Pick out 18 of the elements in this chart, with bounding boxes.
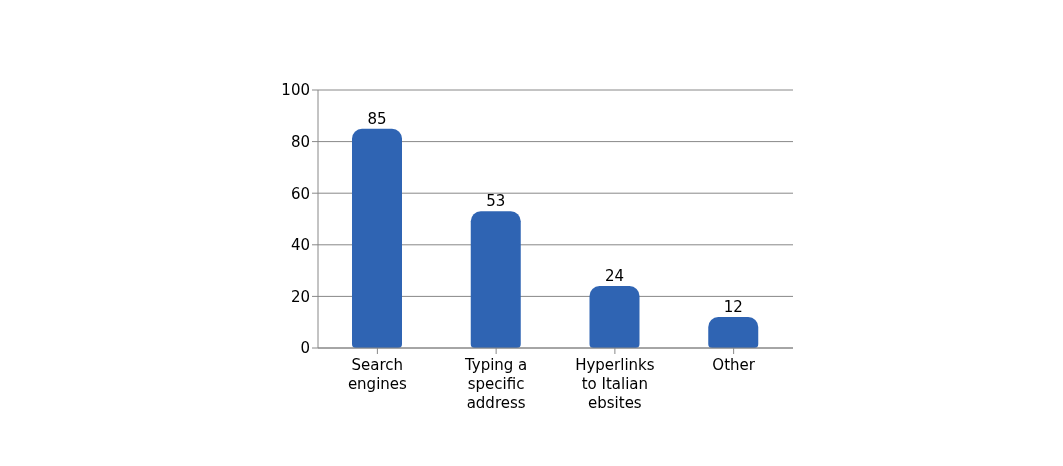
y-tick-label: 20: [290, 287, 310, 306]
data-label: 24: [604, 267, 625, 286]
bar: [589, 286, 640, 348]
bar: [708, 317, 759, 348]
y-tick-label: 0: [300, 339, 310, 358]
x-tick-label: Search engines: [347, 356, 408, 393]
y-tick-label: 100: [281, 81, 310, 100]
bar: [470, 211, 521, 348]
data-label: 12: [723, 298, 743, 317]
x-tick-label: Typing a specific address: [463, 356, 528, 412]
data-label: 53: [486, 192, 506, 211]
x-tick-label: Other: [712, 356, 756, 374]
y-tick-label: 80: [290, 132, 310, 151]
y-tick-label: 40: [290, 236, 310, 255]
data-label: 85: [367, 109, 387, 128]
bar: [352, 128, 402, 348]
y-tick-label: 60: [290, 184, 310, 203]
x-tick-label: Hyperlinks to Italian ebsites: [575, 356, 655, 412]
